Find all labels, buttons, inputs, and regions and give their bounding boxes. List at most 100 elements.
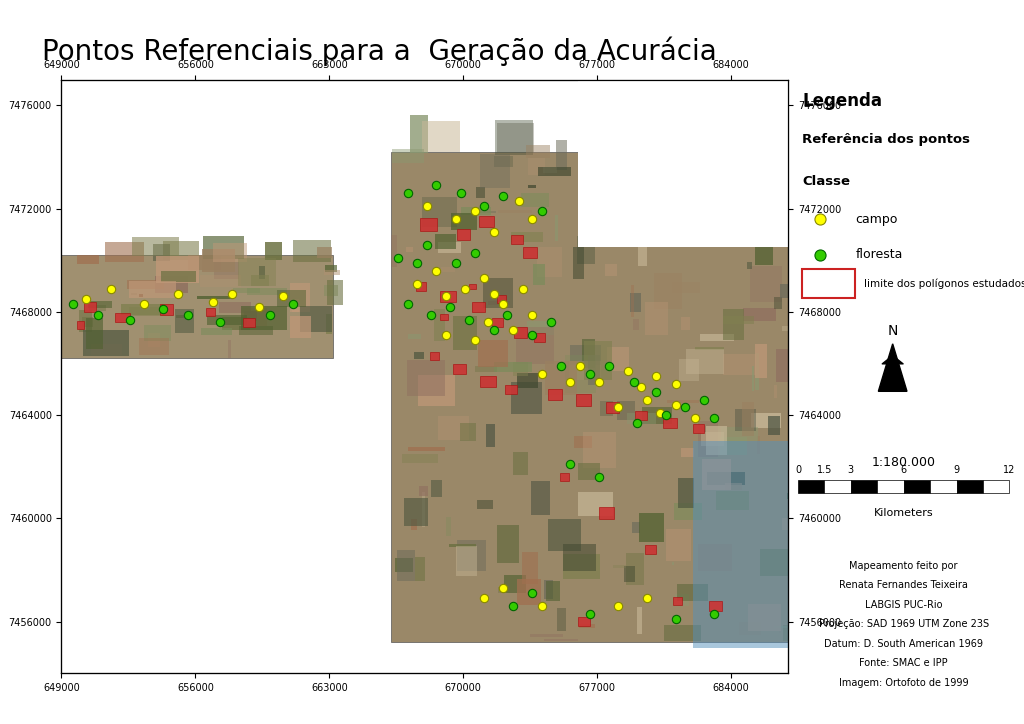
Bar xyxy=(456,547,477,576)
Bar xyxy=(77,321,84,329)
Bar xyxy=(612,565,627,568)
Bar xyxy=(511,232,543,242)
Bar xyxy=(706,426,727,455)
Text: Pontos Referenciais para a  Geração da Acurácia: Pontos Referenciais para a Geração da Ac… xyxy=(42,36,716,66)
Bar xyxy=(417,282,426,290)
Bar xyxy=(701,432,724,446)
Bar xyxy=(188,255,221,269)
Bar xyxy=(139,294,142,298)
Bar xyxy=(824,480,851,493)
Bar xyxy=(132,237,178,256)
Bar xyxy=(487,300,510,305)
Bar xyxy=(461,207,490,215)
Bar xyxy=(395,557,414,571)
Bar xyxy=(438,416,469,440)
Text: Fonte: SMAC e IPP: Fonte: SMAC e IPP xyxy=(859,659,948,668)
Bar xyxy=(563,554,600,579)
Text: 1:180.000: 1:180.000 xyxy=(871,456,936,469)
Bar xyxy=(617,402,635,420)
Bar xyxy=(607,347,629,371)
Bar xyxy=(422,197,458,227)
Bar xyxy=(498,123,534,153)
Bar xyxy=(606,403,620,413)
Bar xyxy=(574,436,592,447)
Bar xyxy=(412,519,418,530)
Bar xyxy=(572,247,584,279)
Bar xyxy=(627,413,655,424)
Bar xyxy=(492,318,504,327)
Bar xyxy=(440,290,456,303)
Bar xyxy=(780,285,803,298)
Bar xyxy=(755,240,772,265)
Bar xyxy=(241,306,287,329)
Bar xyxy=(495,119,534,156)
Bar xyxy=(723,308,744,340)
Bar xyxy=(904,480,930,493)
Bar xyxy=(89,305,105,311)
Bar xyxy=(639,513,665,542)
Bar xyxy=(200,275,241,287)
Bar xyxy=(525,145,550,158)
Bar xyxy=(631,293,641,311)
Bar xyxy=(300,306,332,332)
Bar xyxy=(91,344,122,355)
Bar xyxy=(721,426,758,441)
Bar xyxy=(851,480,878,493)
Bar xyxy=(115,313,130,321)
Bar xyxy=(435,235,456,248)
Bar xyxy=(411,115,428,153)
Bar xyxy=(664,418,677,428)
Bar xyxy=(390,235,397,267)
Bar xyxy=(774,297,782,308)
Bar xyxy=(244,311,257,321)
Bar xyxy=(238,258,276,286)
Bar xyxy=(546,581,560,602)
Bar xyxy=(930,480,956,493)
Text: Referência dos pontos: Referência dos pontos xyxy=(803,133,971,146)
Bar xyxy=(79,310,92,332)
Bar xyxy=(584,341,612,379)
Bar xyxy=(778,609,781,633)
Bar xyxy=(499,210,532,213)
Bar xyxy=(560,473,569,481)
Bar xyxy=(743,308,776,321)
Bar xyxy=(293,299,299,312)
Bar xyxy=(457,539,485,571)
Text: Imagem: Ortofoto de 1999: Imagem: Ortofoto de 1999 xyxy=(839,678,969,688)
Bar xyxy=(82,317,92,327)
Text: campo: campo xyxy=(855,213,898,226)
Text: Datum: D. South American 1969: Datum: D. South American 1969 xyxy=(824,639,983,649)
Bar xyxy=(723,355,756,375)
Bar xyxy=(545,580,553,599)
Bar xyxy=(219,302,252,313)
Bar xyxy=(144,325,171,342)
Bar xyxy=(694,348,724,350)
Bar xyxy=(88,300,112,308)
Bar xyxy=(440,314,447,320)
Bar xyxy=(244,318,255,327)
Bar xyxy=(697,421,718,458)
Text: floresta: floresta xyxy=(855,248,902,261)
Bar xyxy=(782,326,788,331)
Bar xyxy=(415,557,425,581)
Bar xyxy=(129,308,166,316)
Bar xyxy=(147,332,160,347)
Bar xyxy=(741,402,754,436)
Text: 9: 9 xyxy=(953,465,959,475)
Bar xyxy=(440,267,456,272)
Bar xyxy=(401,454,437,463)
Bar xyxy=(534,333,546,342)
Bar xyxy=(139,338,169,355)
Bar xyxy=(480,376,496,387)
Bar xyxy=(537,247,562,277)
Bar xyxy=(800,582,817,590)
Bar xyxy=(735,409,756,431)
Bar xyxy=(461,423,476,442)
Bar xyxy=(397,550,415,581)
Bar xyxy=(214,261,239,279)
Bar xyxy=(477,500,494,509)
Bar xyxy=(202,248,236,272)
Bar xyxy=(723,316,754,324)
Bar xyxy=(557,608,566,631)
Bar xyxy=(83,329,129,355)
